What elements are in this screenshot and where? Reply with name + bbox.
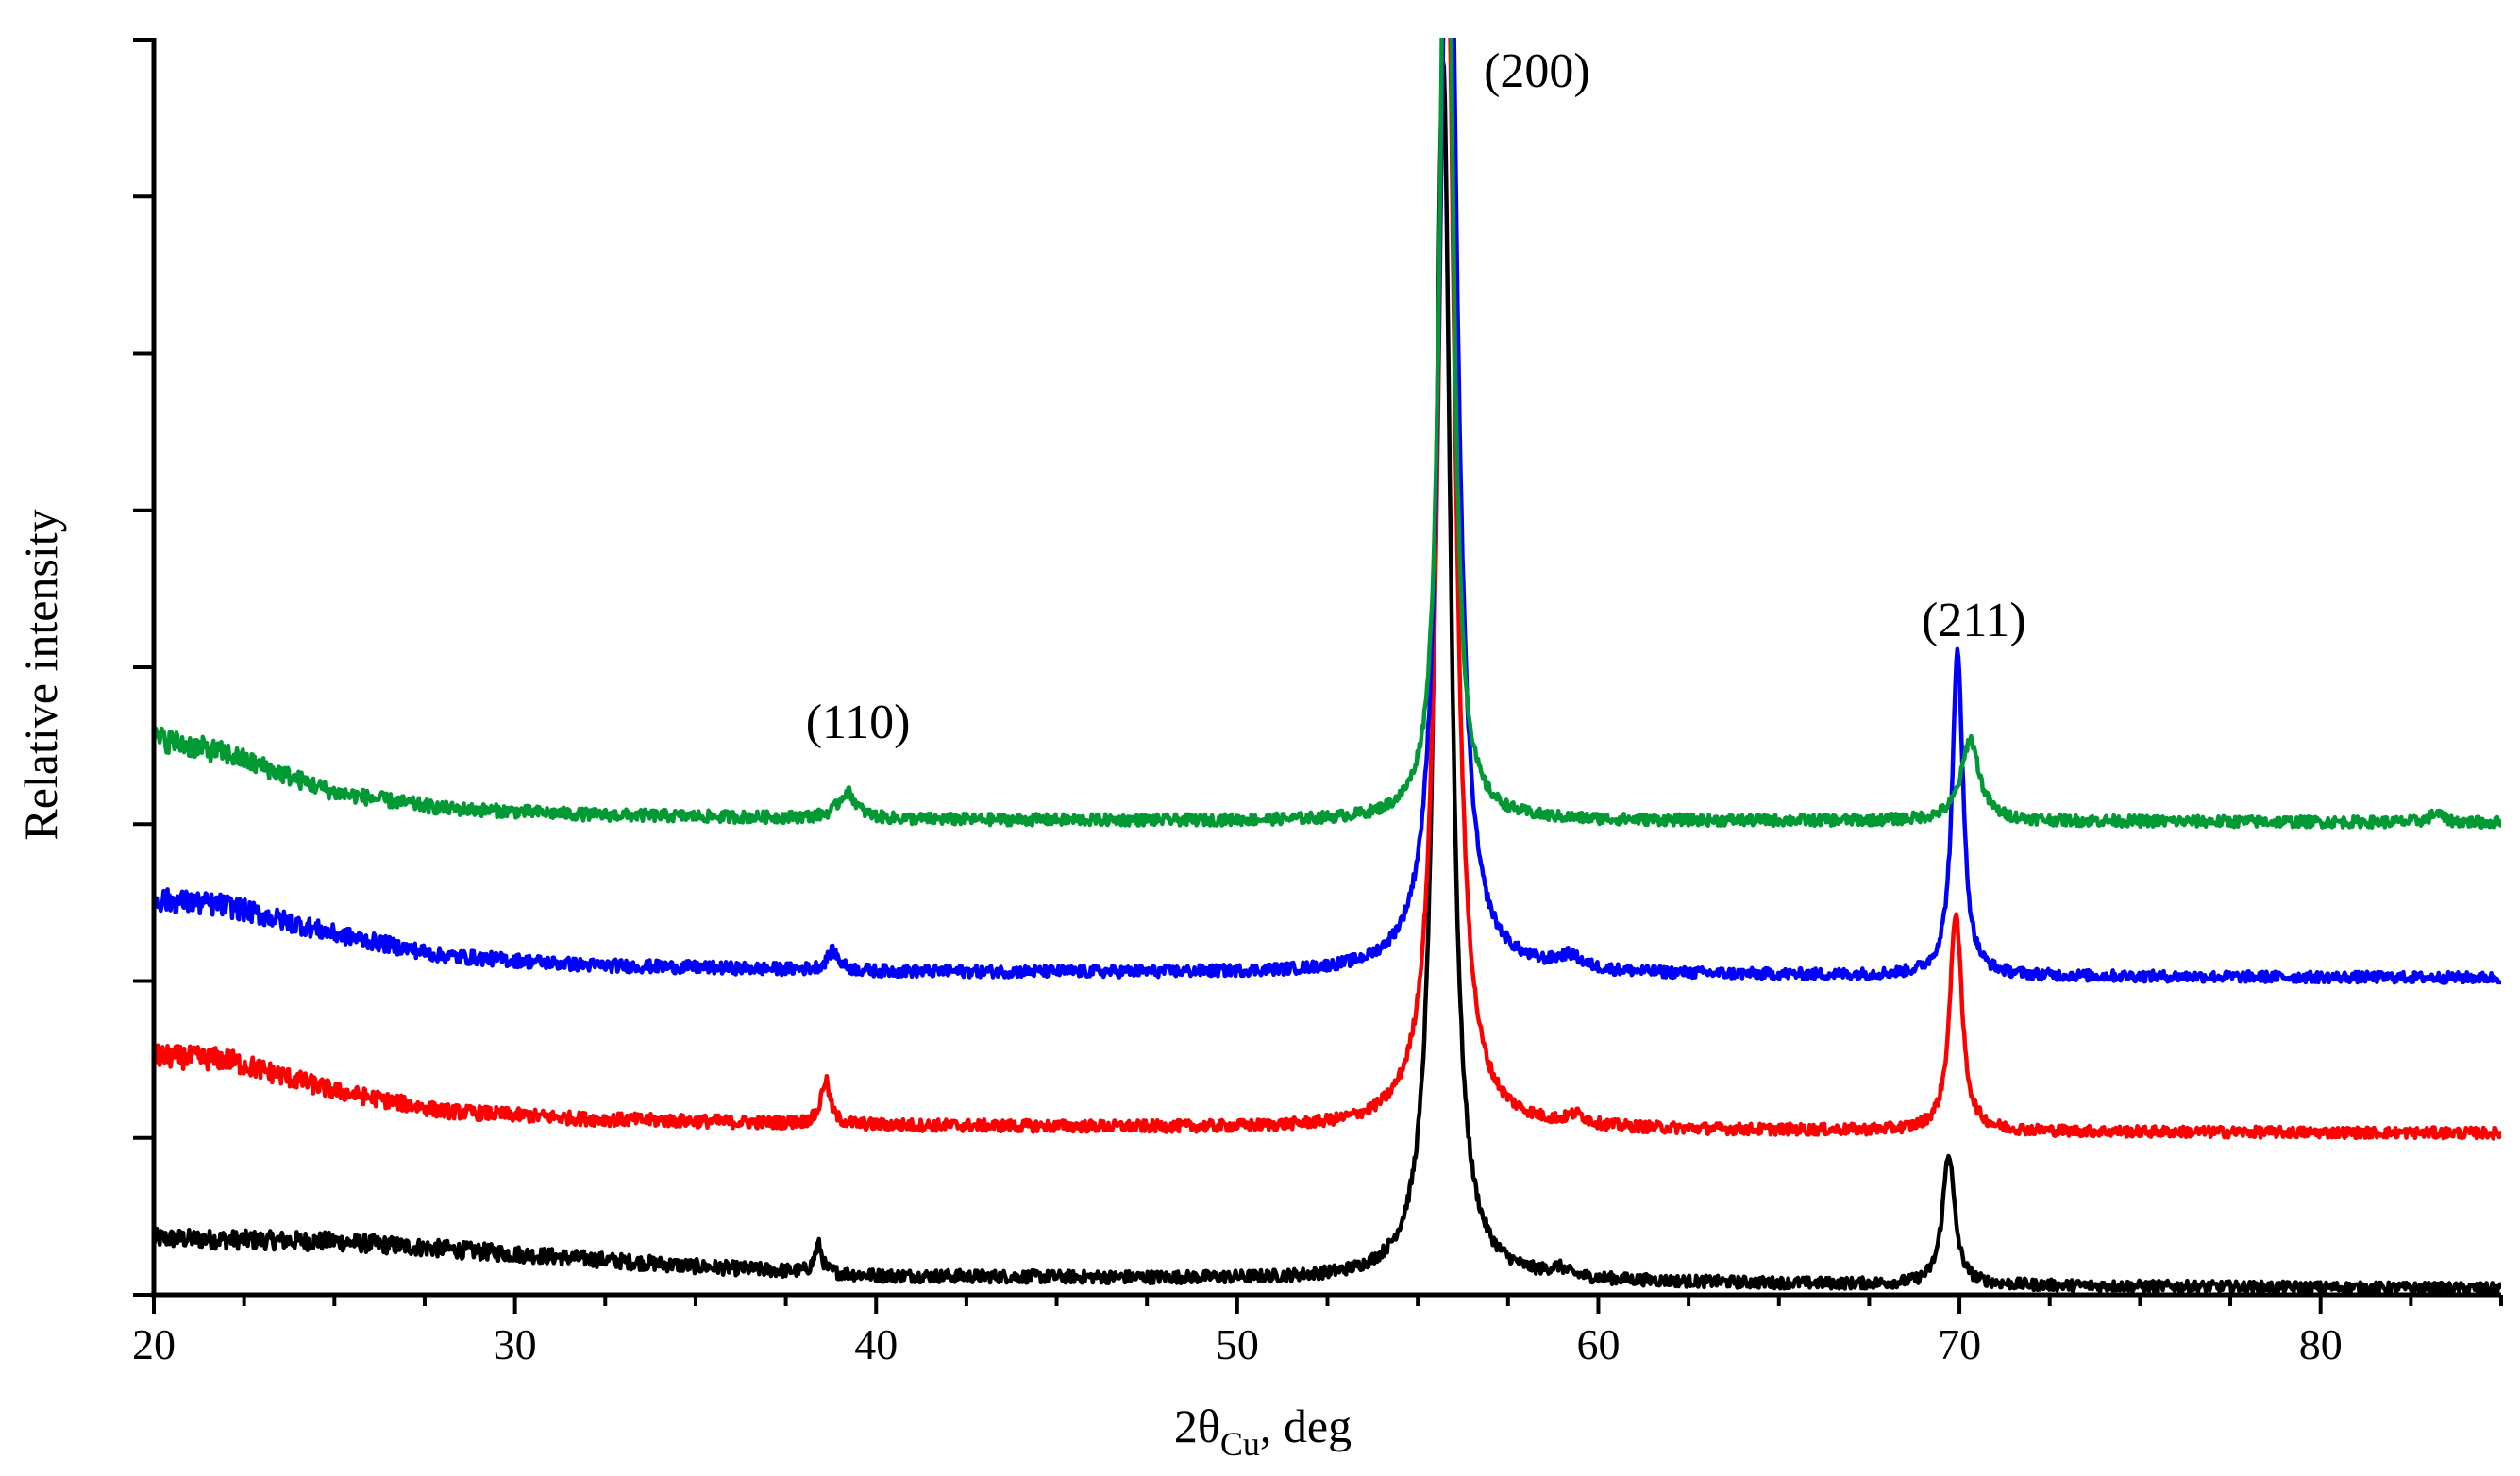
x-tick-label: 60 xyxy=(1576,1320,1620,1368)
series-green-line xyxy=(151,38,2501,830)
x-tick-label: 30 xyxy=(494,1320,537,1368)
axes-layer xyxy=(151,38,2501,1298)
x-tick-label: 80 xyxy=(2299,1320,2343,1368)
series-red-line xyxy=(151,38,2501,1141)
series-black-line xyxy=(151,59,2501,1296)
peak-label: (200) xyxy=(1484,44,1590,98)
series-layer xyxy=(151,38,2501,1296)
series-blue-line xyxy=(151,38,2501,985)
x-tick-label: 40 xyxy=(854,1320,898,1368)
x-ticks: 20 30 40 50 60 70 80 xyxy=(132,1295,2503,1368)
peak-label: (211) xyxy=(1922,594,2026,647)
x-tick-label: 20 xyxy=(132,1320,176,1368)
y-ticks xyxy=(133,38,154,1297)
x-axis-title: 2θCu, deg xyxy=(1174,1400,1352,1463)
peak-label: (110) xyxy=(806,696,911,749)
x-tick-label: 70 xyxy=(1938,1320,1981,1368)
y-axis-title: Relative intensity xyxy=(14,509,67,840)
peak-annotations: (110) (200) (211) xyxy=(806,44,2026,749)
x-tick-label: 50 xyxy=(1216,1320,1259,1368)
